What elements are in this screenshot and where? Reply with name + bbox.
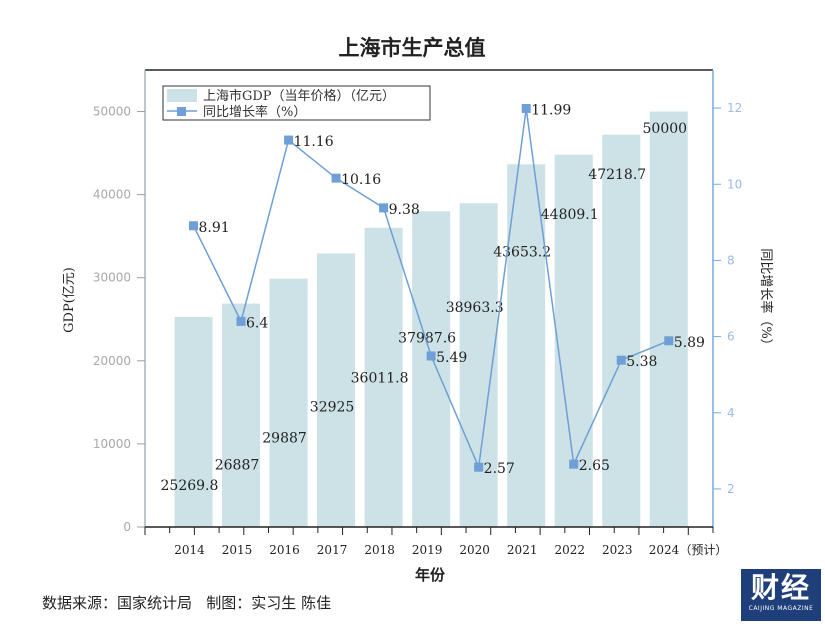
y-left-tick-label: 50000 [93,105,131,119]
x-tick-label: 2016 [269,543,300,557]
growth-marker [569,459,579,469]
growth-marker [521,103,531,113]
bar-data-label: 29887 [262,431,307,447]
growth-data-label: 10.16 [341,172,381,188]
x-tick-label: 2023 [602,543,633,557]
growth-marker [426,351,436,361]
bar [269,278,308,527]
growth-marker [379,203,389,213]
bar [459,203,498,527]
y-right-tick-label: 4 [727,406,735,420]
y-left-tick-label: 30000 [93,271,131,285]
legend-box [162,85,431,121]
bar [317,253,356,527]
growth-marker [188,221,198,231]
caijing-logo: 财经 CAIJING MAGAZINE [741,569,821,621]
y-axis-right-label: 同比增长率（%） [758,248,774,351]
y-left-tick-label: 0 [123,520,131,534]
growth-marker [331,173,341,183]
x-tick-label: 2018 [364,543,395,557]
growth-marker [236,316,246,326]
growth-data-label: 11.99 [531,102,571,118]
bar-data-label: 32925 [310,400,355,416]
x-tick-label: 2014 [174,543,205,557]
y-left-tick-label: 40000 [93,188,131,202]
bar [649,111,688,527]
x-tick-label: 2021 [507,543,538,557]
bars-group [174,111,688,528]
growth-data-label: 5.49 [436,350,467,366]
legend: 上海市GDP（当年价格）（亿元） 同比增长率（%） [162,85,431,121]
y-right-tick-label: 8 [727,253,735,267]
bar-data-label: 50000 [643,121,688,137]
bar [412,211,451,527]
legend-line-marker [177,107,186,116]
legend-bar-swatch [167,89,197,102]
bar-data-label: 43653.2 [493,244,551,260]
bar [222,303,261,527]
bar [507,164,546,527]
bar-data-label: 37987.6 [398,331,456,347]
x-tick-label: 2020 [459,543,490,557]
data-source-note: 数据来源：国家统计局 制图：实习生 陈佳 [42,594,332,612]
x-tick-label: 2019 [412,543,443,557]
bar [364,227,403,528]
growth-data-label: 8.91 [198,220,229,236]
growth-marker [664,336,674,346]
x-tick-label: 2015 [222,543,253,557]
y-right-tick-label: 2 [727,482,735,496]
bar-data-label: 25269.8 [161,478,219,494]
bar [174,317,213,527]
y-left-tick-label: 10000 [93,437,131,451]
y-right-tick-label: 10 [727,177,742,191]
bar-data-label: 36011.8 [351,370,409,386]
legend-line-label: 同比增长率（%） [203,104,306,120]
growth-marker [474,462,484,472]
y-left-tick-label: 20000 [93,354,131,368]
axes-group: 0 10000 20000 30000 40000 50000 2 4 6 8 10 12 2014 20… [93,70,742,557]
growth-data-label: 5.89 [674,335,705,351]
x-tick-label: 2017 [317,543,348,557]
growth-data-label: 11.16 [294,134,334,150]
growth-data-label: 6.4 [246,315,268,331]
x-tick-label: 2022 [554,543,585,557]
legend-bar-label: 上海市GDP（当年价格）（亿元） [203,88,395,104]
bar-data-label: 44809.1 [541,207,599,223]
chart-title: 上海市生产总值 [339,35,486,60]
bar-data-label: 47218.7 [588,167,646,183]
x-axis-label: 年份 [415,566,446,584]
growth-data-label: 5.38 [626,354,657,370]
bar [602,134,641,528]
y-axis-left-label: GDP(亿元) [62,267,77,333]
logo-main-text: 财经 [750,571,811,604]
growth-data-label: 9.38 [389,202,420,218]
growth-marker [616,355,626,365]
bar-data-label: 26887 [215,457,260,473]
growth-marker [284,135,294,145]
logo-sub-text: CAIJING MAGAZINE [748,605,814,612]
bar-data-label: 38963.3 [446,300,504,316]
growth-line-group: 8.91 6.4 11.16 10.16 9.38 5.49 2.57 11.99 2.65 5.… [188,102,705,477]
x-tick-label: 2024（预计） [649,543,728,557]
growth-data-label: 2.65 [579,458,610,474]
growth-data-label: 2.57 [484,461,515,477]
y-right-tick-label: 12 [727,101,742,115]
y-right-tick-label: 6 [727,330,735,344]
